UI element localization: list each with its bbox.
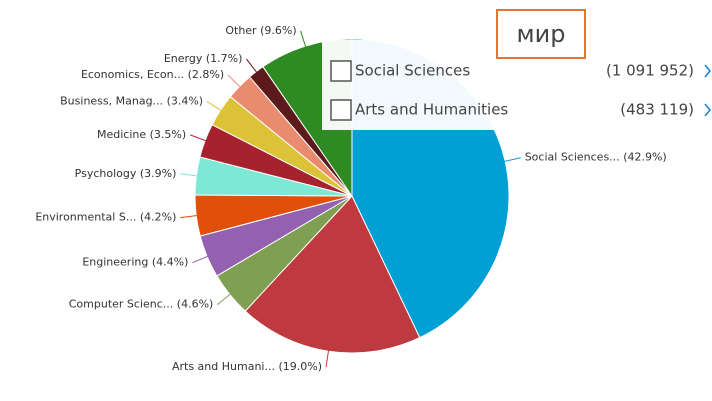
item-count: (483 119) [620,101,694,119]
panel-title: мир [517,20,566,48]
leader-line [192,254,212,264]
item-label[interactable]: Social Sciences [355,62,470,80]
filter-panel: Social Sciences (1 091 952) Arts and Hum… [322,9,712,130]
leader-line [180,214,201,219]
item-label[interactable]: Arts and Humanities [355,101,508,119]
leader-line [217,291,234,305]
slice-label: Computer Scienc... (4.6%) [69,298,214,311]
title-box [496,9,586,59]
slice-value-label: (2.8%) [188,68,225,81]
slice-label: Social Sciences... (42.9%) [525,151,667,164]
slice-category: Medicine [97,128,146,141]
slice-label: Economics, Econ... (2.8%) [81,68,224,81]
slice-category: Energy [164,52,203,65]
slice-label: Arts and Humani... (19.0%) [172,360,322,373]
slice-category: Social Sciences... [525,151,620,164]
slice-value-label: (4.4%) [152,256,189,269]
slice-value-label: (3.5%) [150,128,187,141]
slice-value-label: (3.9%) [140,167,177,180]
slice-category: Psychology [75,167,137,180]
slice-category: Other [225,24,257,37]
slice-category: Engineering [82,256,148,269]
slice-label: Medicine (3.5%) [97,128,186,141]
slice-category: Business, Manag... [60,94,163,107]
slice-label: Psychology (3.9%) [75,167,177,180]
leader-line [189,134,210,143]
leader-line [501,157,521,163]
leader-line [300,30,308,51]
leader-line [180,173,201,177]
leader-line [246,58,260,76]
slice-value-label: (4.2%) [140,211,177,224]
slice-value-label: (1.7%) [206,52,243,65]
leader-line [227,74,243,90]
leader-line [325,347,330,368]
slice-value-label: (42.9%) [623,151,667,164]
chevron[interactable] [704,103,711,117]
slice-value-label: (4.6%) [177,298,214,311]
slice-label: Business, Manag... (3.4%) [60,94,203,107]
slice-category: Economics, Econ... [81,68,184,81]
slice-category: Arts and Humani... [172,360,275,373]
slice-category: Computer Scienc... [69,298,174,311]
slice-label: Energy (1.7%) [164,52,243,65]
item-count: (1 091 952) [606,62,694,80]
checkbox[interactable] [330,60,352,82]
chevron[interactable] [704,64,711,78]
slice-category: Environmental S... [35,211,136,224]
slice-label: Engineering (4.4%) [82,256,188,269]
leader-line [206,101,225,113]
slice-value-label: (9.6%) [260,24,297,37]
slice-label: Other (9.6%) [225,24,296,37]
slice-value-label: (3.4%) [167,94,204,107]
slice-value-label: (19.0%) [278,360,322,373]
checkbox[interactable] [330,99,352,121]
slice-label: Environmental S... (4.2%) [35,211,176,224]
